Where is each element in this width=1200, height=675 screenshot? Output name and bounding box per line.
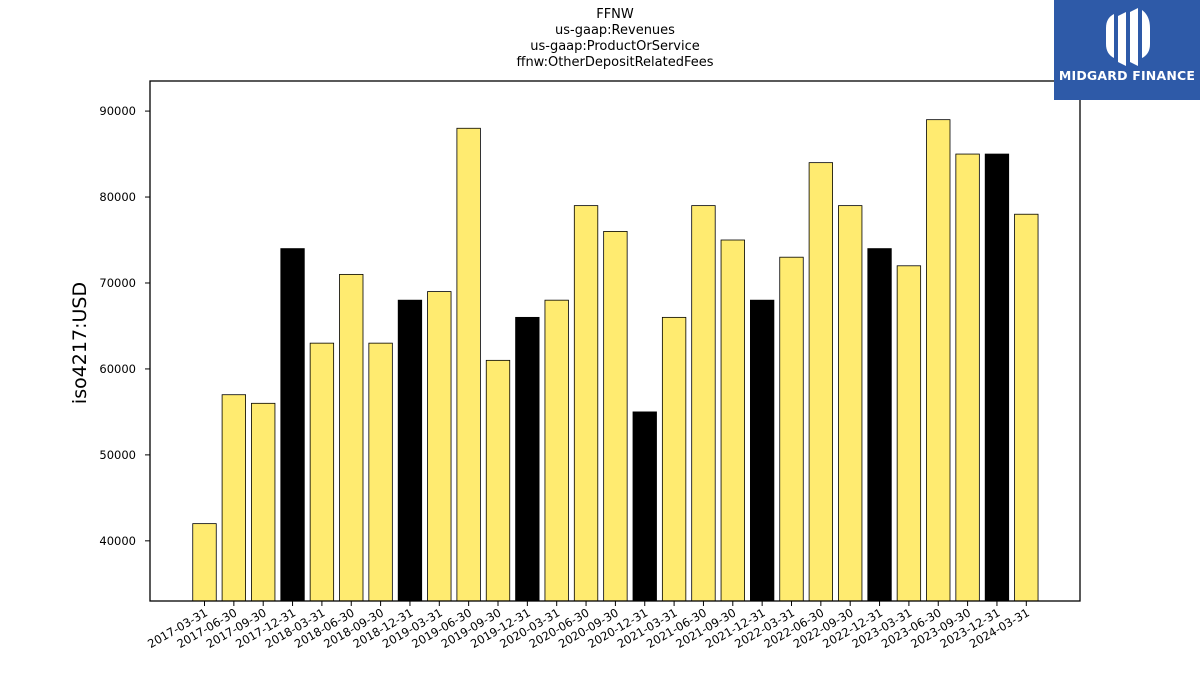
y-tick-label-90000: 90000 [99,104,136,118]
y-tick-label-80000: 80000 [99,190,136,204]
brand-logo: MIDGARD FINANCE [1054,0,1200,100]
bar-2017-12-31 [280,248,305,602]
bar-2021-06-30 [691,205,716,602]
bar-2021-12-31 [750,299,775,602]
midgard-logo-icon [1106,8,1150,66]
bar-2019-03-31 [427,291,452,602]
bar-2023-06-30 [926,119,951,602]
bar-2023-12-31 [984,153,1010,602]
bar-2019-12-31 [515,316,540,602]
bar-2023-03-31 [896,265,922,602]
bar-2018-03-31 [309,342,335,602]
bar-2022-06-30 [808,162,833,602]
x-axis: 2017-03-312017-06-302017-09-302017-12-31… [145,601,1032,651]
bar-2020-09-30 [603,231,628,602]
bar-2022-03-31 [779,256,804,602]
bar-2021-09-30 [720,239,745,602]
bar-2019-09-30 [485,359,511,602]
y-axis-label: iso4217:USD [69,282,91,404]
bars-group [192,119,1039,602]
y-tick-label-50000: 50000 [99,448,136,462]
bar-2019-06-30 [456,127,481,602]
bar-2022-12-31 [867,248,892,602]
bar-2018-09-30 [368,342,393,602]
bar-2017-09-30 [251,402,276,602]
bar-2023-09-30 [955,153,980,602]
y-axis: 40000 50000 60000 70000 80000 90000 [99,104,150,548]
bar-2018-12-31 [397,299,423,602]
bar-2021-03-31 [661,316,687,602]
chart-title-line-2: us-gaap:Revenues [555,23,675,38]
bar-2017-06-30 [221,394,247,602]
plot-frame [149,80,1081,602]
bar-2017-03-31 [192,523,217,602]
bar-2018-06-30 [339,273,364,602]
chart-title-line-1: FFNW [596,7,634,22]
y-tick-label-40000: 40000 [99,534,136,548]
bar-2024-03-31 [1014,213,1039,602]
bar-2020-12-31 [632,411,657,602]
bar-2020-03-31 [544,299,569,602]
brand-name: MIDGARD FINANCE [1058,68,1196,83]
chart-title-line-3: us-gaap:ProductOrService [530,39,700,54]
bar-2020-06-30 [573,205,599,602]
chart-title-line-4: ffnw:OtherDepositRelatedFees [516,55,714,70]
y-tick-label-70000: 70000 [99,276,136,290]
y-tick-label-60000: 60000 [99,362,136,376]
bar-2022-09-30 [838,205,863,602]
